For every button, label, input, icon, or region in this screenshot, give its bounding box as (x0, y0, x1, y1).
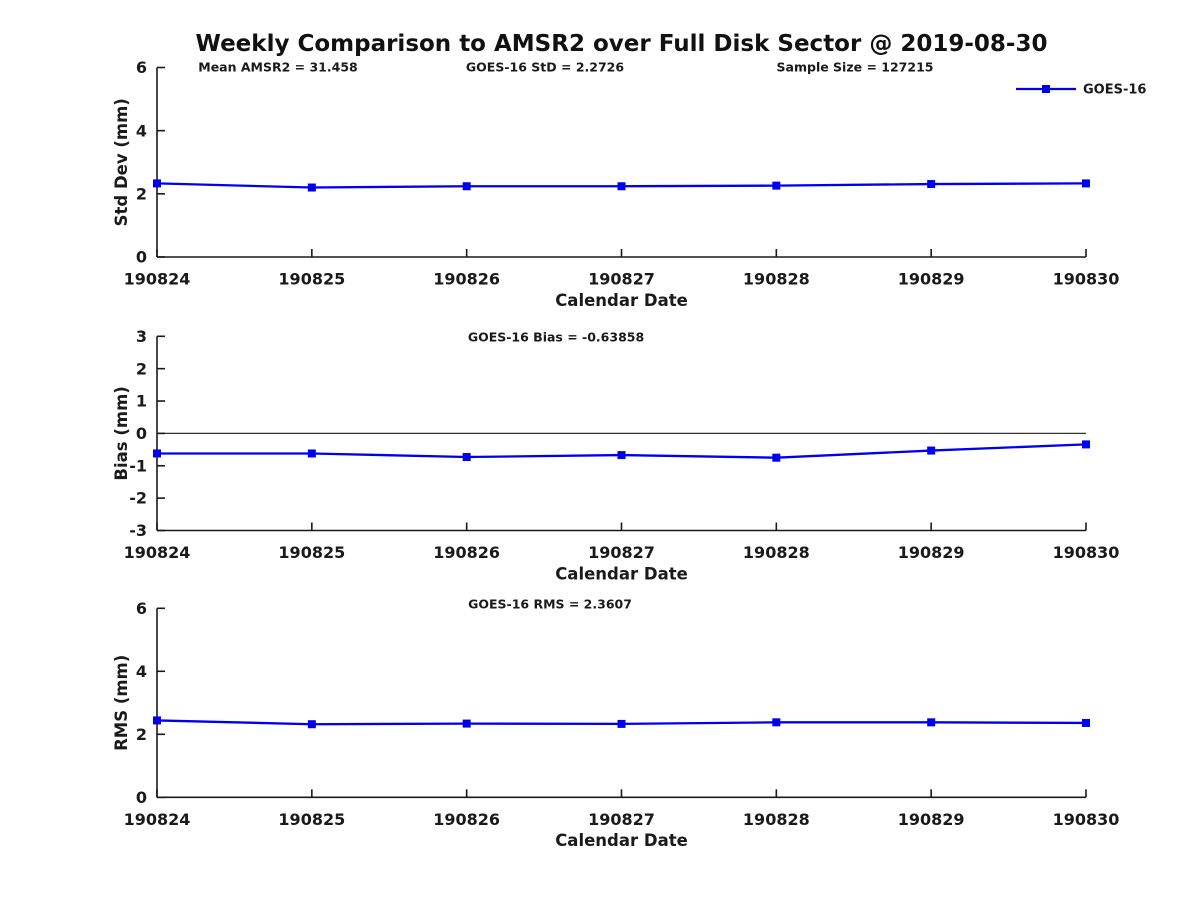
data-marker (153, 716, 161, 725)
x-tick-label: 190828 (743, 810, 810, 829)
x-tick-label: 190826 (433, 270, 500, 289)
y-axis-label: Std Dev (mm) (112, 98, 131, 226)
x-tick-label: 190825 (278, 270, 345, 289)
x-tick-label: 190826 (433, 543, 500, 562)
subplot-bias: -3 -2 -1 0 1 2 3 190824 190825 190826 190827 190828… (112, 327, 1120, 583)
y-axis-label: RMS (mm) (112, 655, 131, 751)
y-tick-label: -1 (129, 456, 147, 475)
x-axis-label: Calendar Date (555, 291, 688, 310)
y-tick-label: 6 (136, 599, 147, 618)
data-marker (1082, 718, 1090, 727)
y-tick-label: 4 (136, 121, 147, 140)
y-tick-label: 0 (136, 788, 147, 807)
data-marker (772, 181, 781, 190)
subplot-std-dev: 0 2 4 6 190824 190825 190826 190827 190828 190829… (112, 58, 1147, 310)
x-tick-label: 190828 (743, 543, 810, 562)
x-tick-label: 190824 (124, 543, 191, 562)
x-tick-label: 190830 (1053, 810, 1120, 829)
data-marker (927, 446, 936, 455)
y-tick-label: 3 (136, 327, 147, 346)
annotation: Sample Size = 127215 (777, 59, 934, 74)
x-tick-label: 190825 (278, 543, 345, 562)
data-marker (772, 718, 781, 727)
data-marker (153, 179, 161, 188)
data-marker (927, 718, 936, 727)
y-tick-label: 0 (136, 248, 147, 267)
data-marker (307, 183, 316, 192)
data-marker (462, 719, 471, 728)
y-tick-label: 6 (136, 58, 147, 77)
data-marker (617, 451, 626, 460)
annotation: GOES-16 StD = 2.2726 (466, 59, 624, 74)
legend: GOES-16 (1016, 83, 1146, 98)
y-tick-label: 2 (136, 359, 147, 378)
x-tick-label: 190824 (124, 270, 191, 289)
y-tick-label: 4 (136, 662, 147, 681)
legend-label: GOES-16 (1083, 83, 1146, 98)
data-marker (307, 449, 316, 458)
x-tick-label: 190828 (743, 270, 810, 289)
data-marker (617, 182, 626, 191)
y-tick-label: -2 (129, 489, 147, 508)
y-tick-label: -3 (129, 521, 147, 540)
y-tick-label: 2 (136, 184, 147, 203)
x-tick-label: 190830 (1053, 270, 1120, 289)
y-tick-label: 0 (136, 424, 147, 443)
x-axis-label: Calendar Date (555, 831, 688, 850)
data-marker (1082, 440, 1090, 449)
annotation: GOES-16 RMS = 2.3607 (468, 596, 632, 611)
data-marker (617, 719, 626, 728)
subplot-rms: 0 2 4 6 190824 190825 190826 190827 190828 190829… (112, 596, 1120, 850)
annotation: Mean AMSR2 = 31.458 (198, 59, 357, 74)
data-marker (1082, 179, 1090, 188)
data-marker (307, 720, 316, 729)
x-tick-label: 190824 (124, 810, 191, 829)
y-tick-label: 1 (136, 392, 147, 411)
data-marker (462, 182, 471, 191)
y-tick-label: 2 (136, 725, 147, 744)
annotation: GOES-16 Bias = -0.63858 (468, 329, 644, 344)
x-axis-label: Calendar Date (555, 564, 688, 583)
data-marker (462, 453, 471, 462)
x-tick-label: 190826 (433, 810, 500, 829)
data-marker (772, 453, 781, 462)
x-tick-label: 190827 (588, 810, 655, 829)
x-tick-label: 190829 (898, 270, 965, 289)
data-marker (927, 180, 936, 189)
x-tick-label: 190825 (278, 810, 345, 829)
x-tick-label: 190827 (588, 270, 655, 289)
x-tick-label: 190829 (898, 810, 965, 829)
y-axis-label: Bias (mm) (112, 386, 131, 480)
x-tick-label: 190827 (588, 543, 655, 562)
data-marker (153, 449, 161, 458)
x-tick-label: 190830 (1053, 543, 1120, 562)
figure-title: Weekly Comparison to AMSR2 over Full Dis… (195, 31, 1048, 57)
x-tick-label: 190829 (898, 543, 965, 562)
legend-marker (1042, 85, 1050, 93)
